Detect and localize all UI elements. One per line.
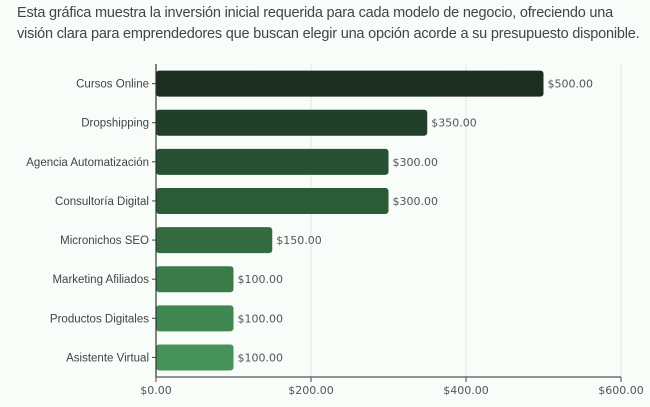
category-label: Productos Digitales: [50, 313, 149, 325]
x-tick-label: $600.00: [598, 384, 644, 397]
data-label: $300.00: [393, 195, 439, 208]
bar: [156, 305, 234, 332]
bar: [156, 187, 389, 214]
x-tick-label: $400.00: [443, 384, 489, 397]
x-tick-label: $200.00: [288, 384, 334, 397]
bar: [156, 109, 428, 136]
data-label: $350.00: [431, 117, 477, 130]
category-label: Consultoría Digital: [55, 196, 149, 208]
bar: [156, 148, 389, 175]
bar: [156, 227, 273, 254]
bar: [156, 266, 234, 293]
data-label: $100.00: [238, 351, 284, 364]
category-label: Cursos Online: [76, 79, 149, 91]
data-label: $100.00: [238, 273, 284, 286]
data-label: $100.00: [238, 312, 284, 325]
category-label: Micronichos SEO: [60, 235, 149, 247]
category-label: Agencia Automatización: [26, 157, 149, 169]
category-label: Asistente Virtual: [66, 352, 149, 364]
category-label: Dropshipping: [81, 118, 149, 130]
x-tick-label: $0.00: [140, 384, 172, 397]
bar: [156, 344, 234, 371]
data-label: $500.00: [548, 78, 594, 91]
chart-description: Esta gráfica muestra la inversión inicia…: [17, 5, 640, 42]
bar: [156, 70, 544, 97]
data-label: $150.00: [276, 234, 322, 247]
category-label: Marketing Afiliados: [52, 274, 149, 286]
data-label: $300.00: [393, 156, 439, 169]
